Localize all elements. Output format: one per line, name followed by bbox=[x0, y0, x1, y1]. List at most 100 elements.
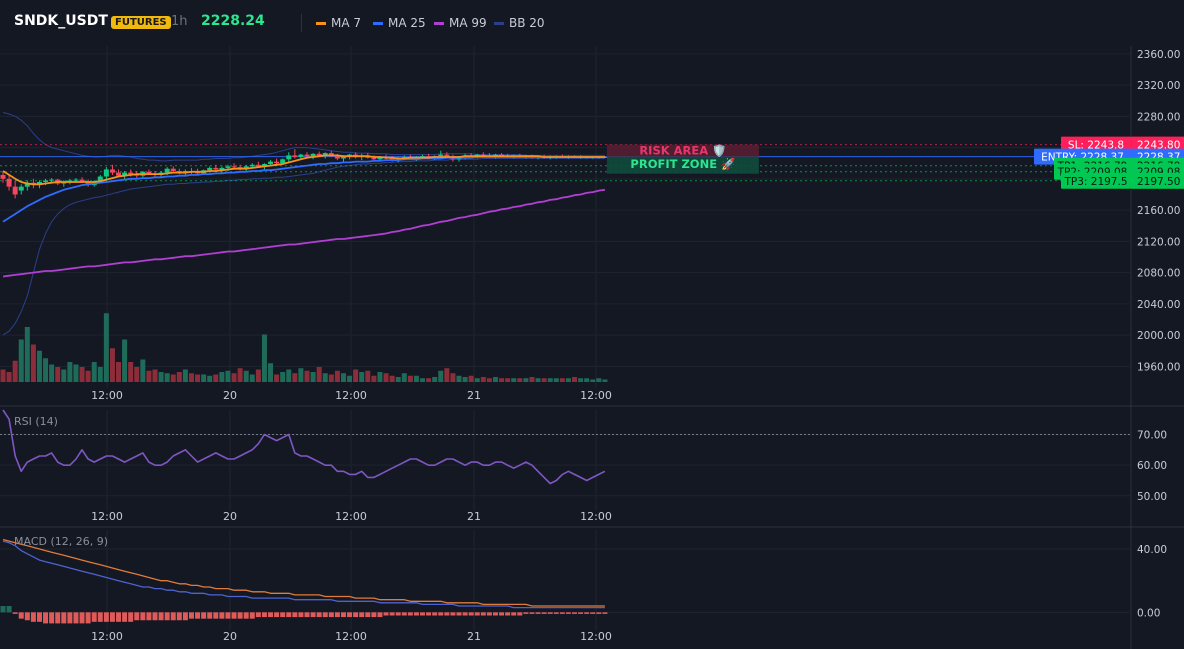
volume-bar bbox=[188, 373, 194, 382]
macd-histogram-bar bbox=[286, 612, 292, 618]
candle-body bbox=[231, 166, 237, 168]
candle-body bbox=[286, 155, 292, 160]
y-tick-label: 1960.00 bbox=[1137, 361, 1180, 373]
volume-bar bbox=[213, 374, 219, 382]
macd-histogram-bar bbox=[413, 612, 419, 616]
macd-histogram-bar bbox=[55, 612, 61, 624]
candle-body bbox=[243, 166, 249, 169]
macd-histogram-bar bbox=[207, 612, 213, 619]
volume-bar bbox=[347, 375, 353, 382]
macd-histogram-bar bbox=[541, 612, 547, 614]
candle-body bbox=[420, 156, 426, 158]
macd-histogram-bar bbox=[298, 612, 304, 618]
macd-histogram-bar bbox=[353, 612, 359, 618]
candle-body bbox=[444, 154, 450, 157]
candle-body bbox=[170, 168, 176, 172]
legend-bb20[interactable]: BB 20 bbox=[494, 16, 545, 30]
candle-body bbox=[371, 157, 377, 160]
y-tick-label: 2280.00 bbox=[1137, 111, 1180, 123]
x-tick-label: 20 bbox=[223, 510, 237, 523]
volume-bar bbox=[499, 378, 505, 382]
volume-bar bbox=[79, 367, 85, 382]
level-tag-label: TP3: 2197.5 bbox=[1063, 176, 1127, 188]
volume-bar bbox=[176, 372, 182, 382]
candle-body bbox=[401, 156, 407, 158]
candle-body bbox=[298, 154, 304, 157]
symbol-name[interactable]: SNDK_USDT bbox=[14, 13, 108, 29]
macd-histogram-bar bbox=[164, 612, 170, 621]
macd-histogram-bar bbox=[268, 612, 274, 618]
volume-bar bbox=[158, 372, 164, 382]
volume-bar bbox=[334, 370, 340, 382]
candle-body bbox=[164, 168, 170, 173]
macd-histogram-bar bbox=[219, 612, 225, 619]
volume-bar bbox=[413, 375, 419, 382]
volume-bar bbox=[304, 370, 310, 382]
macd-histogram-bar bbox=[420, 612, 426, 616]
macd-histogram-bar bbox=[450, 612, 456, 616]
macd-histogram-bar bbox=[444, 612, 450, 616]
macd-histogram-bar bbox=[511, 612, 517, 616]
macd-histogram-bar bbox=[492, 612, 498, 616]
bb-upper-line bbox=[2, 111, 605, 162]
x-tick-label: 12:00 bbox=[91, 510, 123, 523]
profit-zone-box bbox=[606, 156, 759, 174]
macd-title: MACD (12, 26, 9) bbox=[14, 535, 108, 548]
volume-bar bbox=[444, 368, 450, 382]
volume-bar bbox=[517, 378, 523, 382]
volume-bar bbox=[383, 373, 389, 382]
macd-histogram-bar bbox=[152, 612, 158, 621]
candle-body bbox=[43, 180, 49, 182]
macd-histogram-bar bbox=[249, 612, 255, 619]
candle-body bbox=[602, 156, 608, 158]
volume-bar bbox=[85, 370, 91, 382]
candle-body bbox=[109, 169, 115, 173]
x-tick-label: 12:00 bbox=[335, 389, 367, 402]
macd-histogram-bar bbox=[547, 612, 553, 614]
legend-ma7[interactable]: MA 7 bbox=[316, 16, 361, 30]
legend-ma99[interactable]: MA 99 bbox=[434, 16, 487, 30]
volume-bar bbox=[474, 378, 480, 382]
macd-histogram-bar bbox=[480, 612, 486, 616]
volume-bar bbox=[523, 378, 529, 382]
volume-bar bbox=[340, 373, 346, 382]
macd-histogram-bar bbox=[347, 612, 353, 618]
timeframe-selector[interactable]: 1h bbox=[171, 14, 188, 29]
macd-histogram-bar bbox=[103, 612, 109, 622]
candle-body bbox=[377, 156, 383, 160]
volume-bar bbox=[353, 369, 359, 382]
candle-body bbox=[79, 179, 85, 182]
y-tick-label: 60.00 bbox=[1137, 460, 1167, 472]
volume-bar bbox=[578, 378, 584, 382]
chart-header: SNDK_USDT FUTURES 1h 2228.24 MA 7 MA 25 … bbox=[0, 0, 1184, 46]
candle-body bbox=[97, 176, 103, 182]
candle-body bbox=[207, 167, 213, 171]
macd-histogram-bar bbox=[73, 612, 79, 624]
macd-histogram-bar bbox=[401, 612, 407, 616]
volume-bar bbox=[511, 378, 517, 382]
volume-bar bbox=[547, 378, 553, 382]
volume-bar bbox=[559, 378, 565, 382]
y-tick-label: 2160.00 bbox=[1137, 205, 1180, 217]
macd-histogram-bar bbox=[30, 612, 36, 622]
macd-histogram-bar bbox=[261, 612, 267, 618]
x-tick-label: 12:00 bbox=[91, 630, 123, 643]
candle-body bbox=[304, 154, 310, 157]
volume-bar bbox=[195, 374, 201, 382]
macd-histogram-bar bbox=[340, 612, 346, 618]
volume-bar bbox=[243, 370, 249, 382]
legend-ma25[interactable]: MA 25 bbox=[373, 16, 426, 30]
volume-bar bbox=[365, 370, 371, 382]
ma99-line bbox=[2, 188, 606, 278]
candle-body bbox=[49, 179, 55, 181]
macd-histogram-bar bbox=[328, 612, 334, 618]
volume-bar bbox=[128, 362, 134, 382]
y-tick-label: 0.00 bbox=[1137, 607, 1160, 619]
macd-histogram-bar bbox=[529, 612, 535, 614]
y-tick-label: 40.00 bbox=[1137, 544, 1167, 556]
volume-bar bbox=[292, 373, 298, 382]
header-divider bbox=[301, 14, 302, 32]
last-price: 2228.24 bbox=[201, 13, 265, 29]
volume-bar bbox=[134, 367, 140, 382]
